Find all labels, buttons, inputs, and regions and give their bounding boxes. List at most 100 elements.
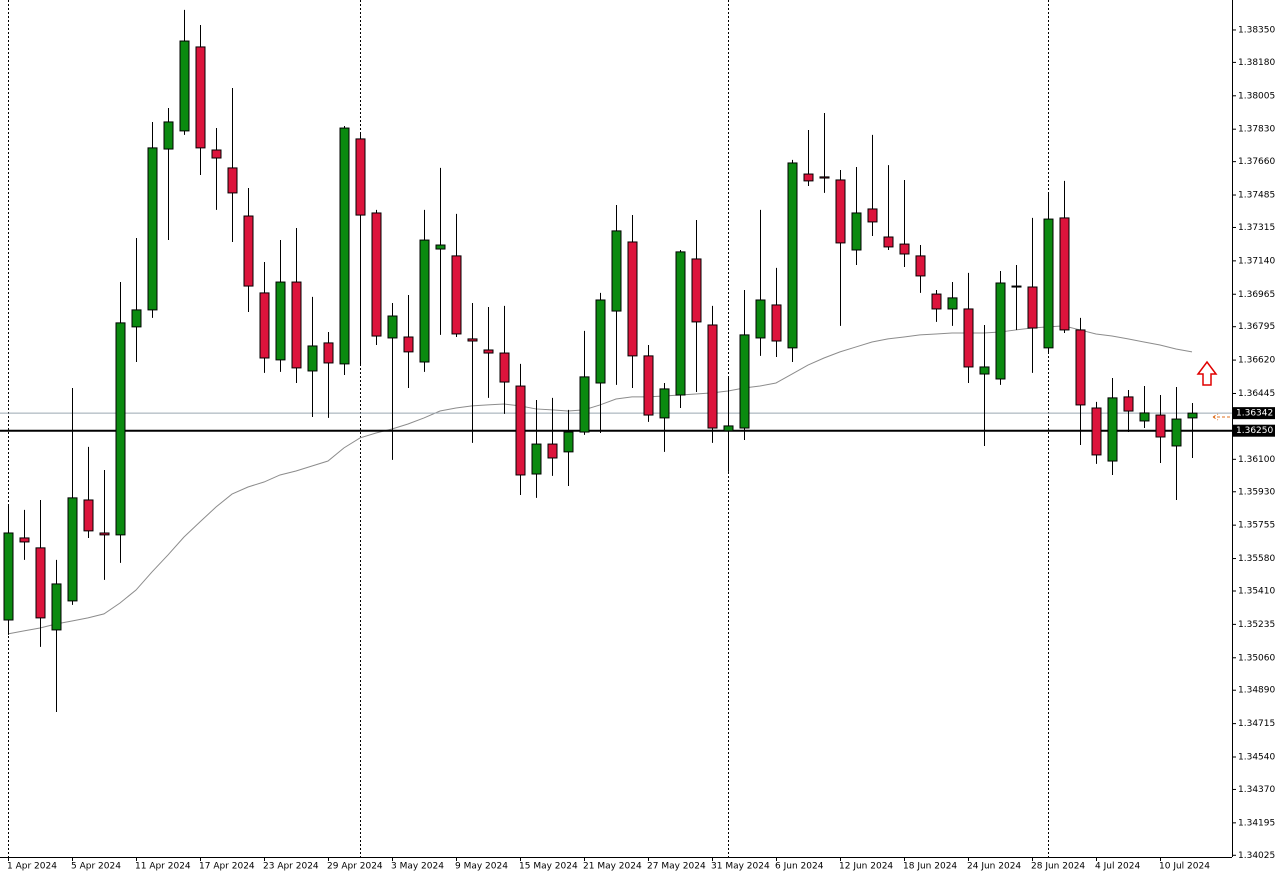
y-tick-label: 1.38350 <box>1238 25 1275 35</box>
bull-body <box>179 40 190 132</box>
bull-body <box>723 425 734 432</box>
bear-body <box>819 176 830 179</box>
bull-body <box>163 121 174 150</box>
bull-body <box>611 230 622 312</box>
bear-body <box>1075 329 1086 406</box>
y-tick-label: 1.37830 <box>1238 125 1275 135</box>
y-tick-label: 1.37485 <box>1238 191 1275 201</box>
bear-body <box>19 537 30 543</box>
bear-body <box>483 349 494 354</box>
x-tick-label: 11 Apr 2024 <box>135 862 191 872</box>
bear-body <box>211 149 222 159</box>
bull-body <box>387 315 398 339</box>
bull-body <box>115 322 126 536</box>
y-tick-label: 1.37140 <box>1238 256 1275 266</box>
x-tick-label: 6 Jun 2024 <box>775 862 824 872</box>
bull-body <box>659 388 670 419</box>
x-tick-label: 4 Jul 2024 <box>1095 862 1140 872</box>
y-tick-label: 1.34370 <box>1238 785 1275 795</box>
bear-body <box>227 167 238 194</box>
bull-body <box>1139 412 1150 422</box>
x-tick-label: 31 May 2024 <box>711 862 770 872</box>
x-tick-label: 9 May 2024 <box>455 862 508 872</box>
bear-body <box>771 304 782 342</box>
bull-body <box>979 366 990 375</box>
bull-body <box>787 162 798 349</box>
bear-body <box>931 293 942 310</box>
bear-body <box>1027 286 1038 329</box>
bear-body <box>1091 407 1102 456</box>
bull-body <box>995 282 1006 380</box>
bull-body <box>1107 397 1118 462</box>
bear-body <box>707 324 718 429</box>
bull-body <box>579 376 590 433</box>
bear-body <box>323 342 334 364</box>
bear-body <box>371 212 382 337</box>
y-tick-label: 1.35410 <box>1238 586 1275 596</box>
y-tick-label: 1.37315 <box>1238 223 1275 233</box>
bear-body <box>883 236 894 248</box>
bear-body <box>291 281 302 369</box>
bull-body <box>947 297 958 310</box>
bear-body <box>83 499 94 532</box>
x-tick-label: 17 Apr 2024 <box>199 862 255 872</box>
y-tick-label: 1.38180 <box>1238 58 1275 68</box>
x-tick-label: 24 Jun 2024 <box>967 862 1021 872</box>
y-tick-label: 1.38005 <box>1238 91 1275 101</box>
bear-body <box>99 532 110 536</box>
bull-body <box>1187 412 1198 419</box>
bull-body <box>595 299 606 384</box>
bear-body <box>259 292 270 359</box>
y-tick-label: 1.34890 <box>1238 686 1275 696</box>
y-tick-label: 1.36965 <box>1238 290 1275 300</box>
bull-body <box>339 127 350 365</box>
bear-body <box>1059 217 1070 331</box>
bull-body <box>131 309 142 328</box>
x-tick-label: 18 Jun 2024 <box>903 862 957 872</box>
bear-body <box>195 46 206 149</box>
x-tick-label: 1 Apr 2024 <box>7 862 57 872</box>
bull-body <box>275 281 286 361</box>
y-tick-label: 1.36620 <box>1238 356 1275 366</box>
bull-body <box>531 443 542 475</box>
bear-body <box>1011 285 1022 288</box>
x-tick-label: 28 Jun 2024 <box>1031 862 1085 872</box>
bull-body <box>675 251 686 396</box>
bull-body <box>739 334 750 429</box>
bull-body <box>1043 218 1054 349</box>
bear-body <box>467 338 478 342</box>
bear-body <box>963 308 974 368</box>
bull-body <box>3 532 14 621</box>
x-tick-label: 23 Apr 2024 <box>263 862 319 872</box>
x-tick-label: 3 May 2024 <box>391 862 444 872</box>
x-tick-label: 15 May 2024 <box>519 862 578 872</box>
bear-body <box>403 336 414 353</box>
bid-line-box <box>1233 407 1275 420</box>
bull-body <box>435 244 446 250</box>
bear-body <box>243 215 254 287</box>
y-tick-label: 1.35580 <box>1238 554 1275 564</box>
price-marker <box>1212 413 1230 421</box>
bear-body <box>355 138 366 216</box>
bear-body <box>547 443 558 459</box>
y-tick-label: 1.34025 <box>1238 851 1275 861</box>
y-tick-label: 1.34540 <box>1238 753 1275 763</box>
horizontal-line-label: 1.36250 <box>1236 426 1273 436</box>
bear-body <box>35 547 46 619</box>
bull-body <box>67 497 78 602</box>
bull-body <box>147 147 158 311</box>
x-tick-label: 21 May 2024 <box>583 862 642 872</box>
bull-body <box>51 583 62 631</box>
horizontal-line-box <box>1233 424 1275 437</box>
bear-body <box>643 355 654 416</box>
y-tick-label: 1.34715 <box>1238 719 1275 729</box>
bear-body <box>691 258 702 323</box>
bull-body <box>851 212 862 251</box>
bull-body <box>755 299 766 339</box>
bull-body <box>419 239 430 363</box>
bear-body <box>515 385 526 476</box>
y-tick-label: 1.35060 <box>1238 653 1275 663</box>
x-tick-label: 10 Jul 2024 <box>1159 862 1210 872</box>
